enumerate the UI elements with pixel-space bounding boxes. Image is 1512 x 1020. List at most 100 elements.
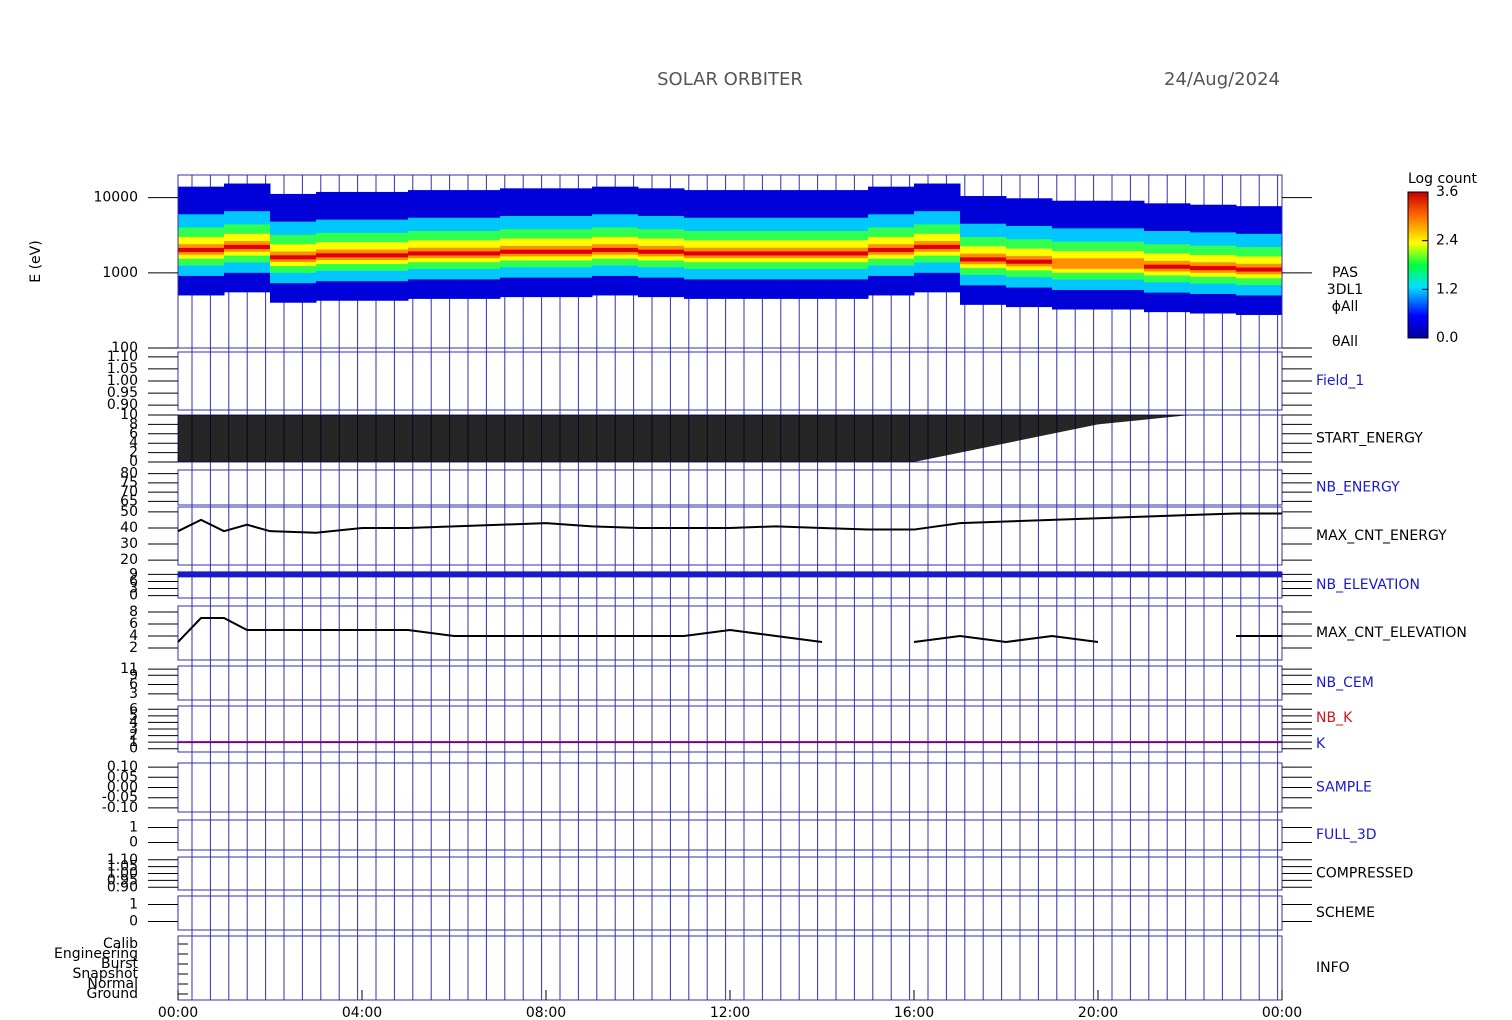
y-tick-label: 2 — [129, 640, 138, 656]
panel-label: NB_ELEVATION — [1316, 577, 1420, 593]
spectrogram-cell — [638, 249, 685, 254]
colorbar-tick-label: 1.2 — [1436, 281, 1458, 297]
y-tick-label: 8 — [129, 416, 138, 432]
y-tick-label: 3 — [129, 721, 138, 737]
spectrogram-cell — [1236, 267, 1283, 272]
colorbar-label: Log count — [1408, 171, 1477, 187]
spectrogram-cell — [1006, 259, 1053, 264]
y-tick-label: 40 — [120, 520, 138, 536]
y-axis-label: E (eV) — [28, 240, 44, 282]
panel-label: NB_ENERGY — [1316, 480, 1400, 496]
y-tick-label: 50 — [120, 504, 138, 520]
y-tick-label: Normal — [87, 976, 138, 992]
y-tick-label: 0.10 — [107, 759, 138, 775]
spectrogram-cell — [822, 251, 869, 256]
x-tick-label: 08:00 — [526, 1005, 566, 1020]
panel-label: FULL_3D — [1316, 827, 1377, 843]
spectrogram-cell — [1144, 264, 1191, 269]
y-tick-label: 5 — [129, 708, 138, 724]
panel-frame — [177, 819, 1283, 851]
y-tick-label: 6 — [129, 701, 138, 717]
y-tick-label: 6 — [129, 616, 138, 632]
spectrogram-cell — [960, 257, 1007, 262]
spectrogram-cell — [316, 253, 363, 258]
panel-frame — [177, 351, 1283, 411]
y-tick-label: 30 — [120, 536, 138, 552]
y-tick-label: 10 — [120, 407, 138, 423]
panel-label: SCHEME — [1316, 905, 1375, 921]
panel-label: MAX_CNT_ENERGY — [1316, 528, 1447, 544]
y-tick-label: 1.05 — [107, 361, 138, 377]
y-tick-label: 6 — [129, 426, 138, 442]
y-tick-label: Ground — [87, 986, 139, 1002]
panel-frame — [177, 506, 1283, 566]
spectrogram-cell — [592, 247, 639, 253]
panel-label: MAX_CNT_ELEVATION — [1316, 625, 1467, 641]
spectrogram-cell — [500, 249, 547, 254]
y-tick-label: 1000 — [102, 265, 138, 281]
spectrogram-cell — [1052, 258, 1099, 269]
colorbar-tick-label: 3.6 — [1436, 184, 1458, 200]
y-tick-label: 4 — [129, 714, 138, 730]
panel-frame — [177, 762, 1283, 813]
y-tick-label: Engineering — [54, 946, 138, 962]
y-tick-label: 1.00 — [107, 373, 138, 389]
spectrogram-cell — [776, 251, 823, 256]
panel-frame — [177, 895, 1283, 931]
y-tick-label: 0.00 — [107, 780, 138, 796]
panel-frame — [177, 856, 1283, 891]
spectrogram-cell — [914, 244, 961, 249]
spectrogram-cell — [362, 253, 409, 258]
y-tick-label: -0.05 — [102, 790, 138, 806]
y-tick-label: 0.90 — [107, 397, 138, 413]
y-tick-label: 65 — [120, 493, 138, 509]
y-tick-label: 1 — [129, 897, 138, 913]
spectrogram-cell — [1190, 266, 1237, 271]
x-tick-label: 16:00 — [894, 1005, 934, 1020]
spectrogram-cell — [408, 251, 455, 256]
y-tick-label: 100 — [111, 340, 138, 356]
y-tick-label: 4 — [129, 435, 138, 451]
spectrogram-cell — [224, 244, 271, 249]
y-tick-label: 0 — [129, 914, 138, 930]
date: 24/Aug/2024 — [1164, 69, 1280, 90]
y-tick-label: 0.05 — [107, 769, 138, 785]
y-tick-label: 9 — [129, 667, 138, 683]
data-line — [177, 512, 1282, 534]
panel-label: ϕAll — [1332, 299, 1359, 315]
panel-frame — [177, 605, 1283, 661]
panel-label: INFO — [1316, 960, 1350, 976]
x-tick-label: 00:00 — [1262, 1005, 1302, 1020]
y-tick-label: 0 — [129, 741, 138, 757]
y-tick-label: 4 — [129, 628, 138, 644]
panel-label: START_ENERGY — [1316, 431, 1423, 447]
y-tick-label: 1.05 — [107, 859, 138, 875]
y-tick-label: 10000 — [93, 190, 138, 206]
y-tick-label: 6 — [129, 573, 138, 589]
spectrogram-cell — [546, 249, 593, 254]
spectrogram-cell — [868, 247, 915, 253]
y-tick-label: 9 — [129, 566, 138, 582]
panel-label: Field_1 — [1316, 373, 1364, 389]
y-tick-label: -0.10 — [102, 800, 138, 816]
y-tick-label: 3 — [129, 686, 138, 702]
panel-frame — [177, 705, 1283, 753]
panel-label: NB_K — [1316, 710, 1353, 726]
y-tick-label: 0.95 — [107, 385, 138, 401]
y-tick-label: 1.10 — [107, 349, 138, 365]
panel-label: NB_CEM — [1316, 675, 1374, 691]
data-area — [178, 415, 1282, 462]
y-tick-label: 1 — [129, 734, 138, 750]
y-tick-label: Snapshot — [73, 966, 139, 982]
colorbar-tick-label: 2.4 — [1436, 233, 1458, 249]
panel-label: PAS — [1332, 265, 1358, 281]
x-tick-label: 04:00 — [342, 1005, 382, 1020]
y-tick-label: 0.95 — [107, 872, 138, 888]
panel-label: COMPRESSED — [1316, 866, 1413, 882]
y-tick-label: 75 — [120, 475, 138, 491]
spectrogram-cell — [178, 247, 225, 253]
y-tick-label: 0 — [129, 588, 138, 604]
y-tick-label: 11 — [120, 661, 138, 677]
y-tick-label: Calib — [103, 936, 138, 952]
panel-frame — [177, 665, 1283, 701]
